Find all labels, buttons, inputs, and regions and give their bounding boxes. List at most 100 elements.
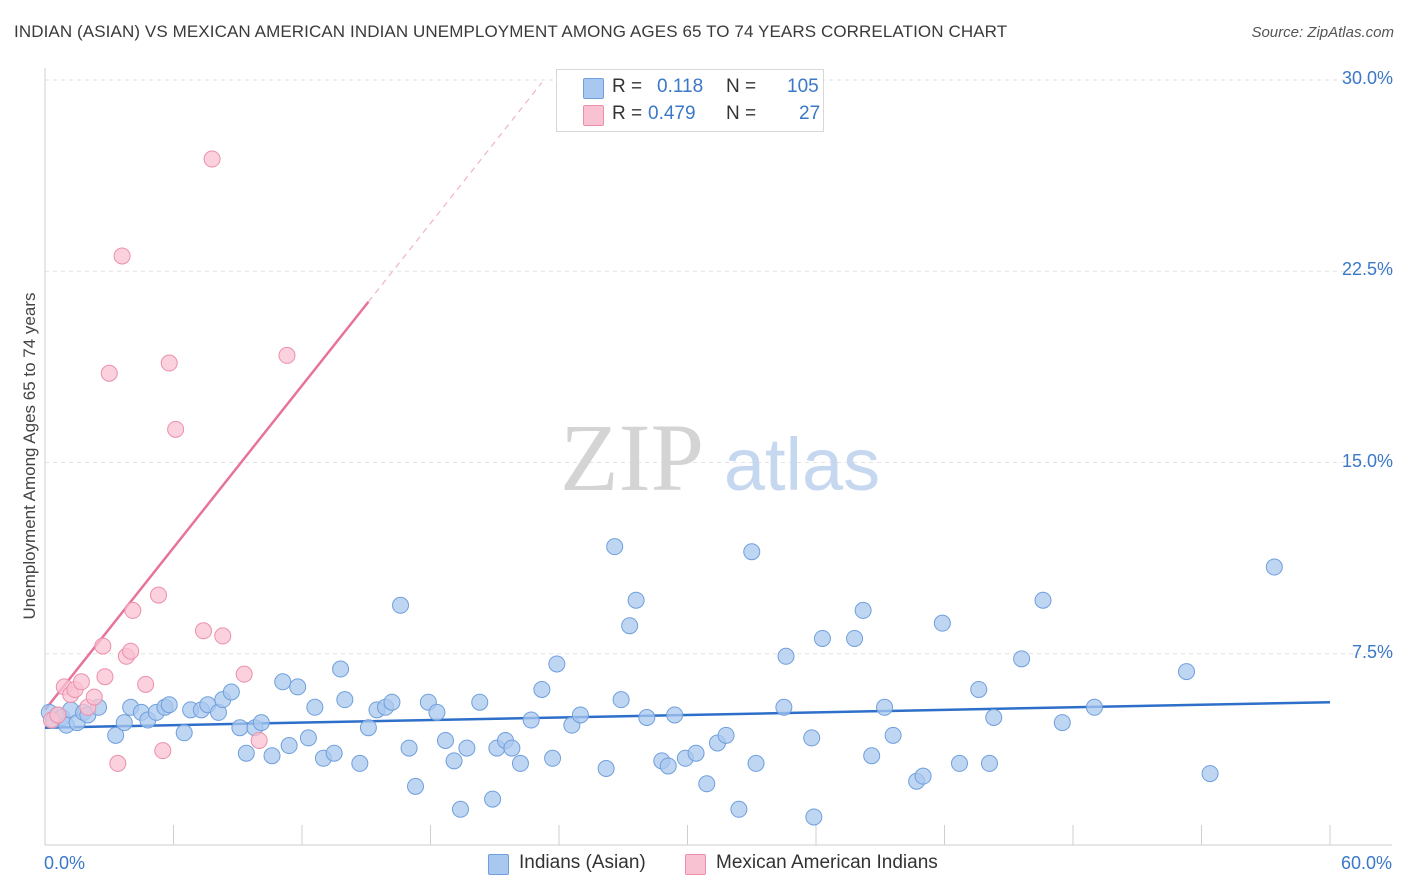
point-asian: [803, 729, 821, 747]
r-value: 0.118: [657, 76, 704, 97]
point-asian: [659, 757, 677, 775]
point-asian: [436, 731, 454, 749]
point-asian: [1265, 558, 1283, 576]
point-mexican: [49, 706, 67, 724]
point-asian: [666, 706, 684, 724]
point-asian: [747, 754, 765, 772]
correlation-legend: R = 0.118 N = 105 R = 0.479 N = 27: [556, 69, 824, 132]
x-tick-label: 0.0%: [44, 853, 86, 873]
point-asian: [400, 739, 418, 757]
data-points: [40, 150, 1283, 826]
y-tick-label: 7.5%: [1351, 641, 1393, 662]
point-asian: [175, 724, 193, 742]
r-label: R =: [612, 76, 643, 97]
y-axis-label: Unemployment Among Ages 65 to 74 years: [20, 292, 39, 620]
point-asian: [597, 760, 615, 777]
point-asian: [612, 691, 630, 709]
point-asian: [698, 775, 716, 793]
point-asian: [274, 673, 292, 691]
grid-lines: [45, 79, 1392, 655]
point-asian: [980, 754, 998, 772]
point-asian: [743, 543, 761, 561]
point-asian: [451, 800, 469, 818]
point-mexican: [122, 642, 140, 660]
point-mexican: [137, 675, 155, 693]
point-asian: [160, 696, 178, 714]
point-asian: [325, 744, 343, 762]
legend-label-mexican: Mexican American Indians: [716, 852, 938, 873]
point-asian: [777, 647, 795, 665]
point-asian: [289, 678, 307, 696]
point-asian: [115, 714, 133, 732]
point-asian: [950, 754, 968, 772]
axes: [44, 68, 1392, 846]
y-tick-label: 15.0%: [1341, 450, 1393, 471]
point-asian: [627, 591, 645, 609]
point-asian: [548, 655, 566, 673]
point-mexican: [113, 247, 131, 265]
n-value: 105: [787, 76, 819, 97]
point-asian: [280, 737, 298, 755]
point-mexican: [160, 354, 178, 372]
point-mexican: [72, 673, 90, 691]
point-asian: [813, 629, 831, 647]
legend-swatch-asian: [488, 854, 509, 875]
point-asian: [717, 726, 735, 744]
point-asian: [544, 749, 562, 767]
point-asian: [392, 596, 410, 614]
point-asian: [1201, 765, 1219, 783]
point-asian: [884, 726, 902, 744]
point-mexican: [85, 688, 103, 706]
point-mexican: [154, 742, 172, 760]
point-asian: [428, 703, 446, 721]
point-asian: [876, 698, 894, 716]
point-asian: [484, 790, 502, 808]
r-label: R =: [612, 103, 643, 124]
point-asian: [730, 800, 748, 818]
legend-label-asian: Indians (Asian): [519, 852, 646, 873]
point-asian: [1013, 650, 1031, 668]
point-asian: [863, 747, 881, 765]
r-value: 0.479: [648, 103, 696, 124]
point-asian: [306, 698, 324, 716]
point-asian: [237, 744, 255, 762]
y-tick-label: 22.5%: [1341, 259, 1393, 280]
point-asian: [299, 729, 317, 747]
point-asian: [445, 752, 463, 770]
n-label: N =: [726, 76, 757, 97]
point-asian: [332, 660, 350, 678]
point-asian: [846, 629, 864, 647]
point-asian: [503, 739, 521, 757]
point-mexican: [194, 622, 212, 640]
point-asian: [231, 719, 249, 737]
point-asian: [970, 680, 988, 698]
x-tick-label: 60.0%: [1340, 853, 1392, 873]
point-asian: [1085, 698, 1103, 716]
point-asian: [383, 693, 401, 711]
point-asian: [511, 754, 529, 772]
point-mexican: [94, 637, 112, 655]
watermark-zip: ZIP: [560, 404, 704, 511]
point-asian: [222, 683, 240, 701]
point-asian: [571, 706, 589, 724]
point-asian: [775, 698, 793, 716]
point-asian: [1178, 663, 1196, 681]
point-asian: [985, 709, 1003, 726]
point-mexican: [124, 601, 142, 619]
point-asian: [107, 726, 125, 744]
y-tick-label: 30.0%: [1341, 68, 1393, 88]
trend-extension-mexican: [367, 82, 543, 303]
legend-swatch-mexican: [583, 105, 604, 126]
watermark-atlas: atlas: [724, 423, 880, 506]
point-mexican: [100, 364, 118, 382]
point-asian: [458, 739, 476, 757]
point-asian: [687, 744, 705, 762]
point-asian: [1034, 591, 1052, 609]
point-mexican: [250, 731, 268, 749]
point-asian: [638, 709, 656, 726]
point-asian: [359, 719, 377, 737]
point-mexican: [167, 420, 185, 438]
n-label: N =: [726, 103, 757, 124]
source-label: Source: ZipAtlas.com: [1251, 24, 1394, 41]
